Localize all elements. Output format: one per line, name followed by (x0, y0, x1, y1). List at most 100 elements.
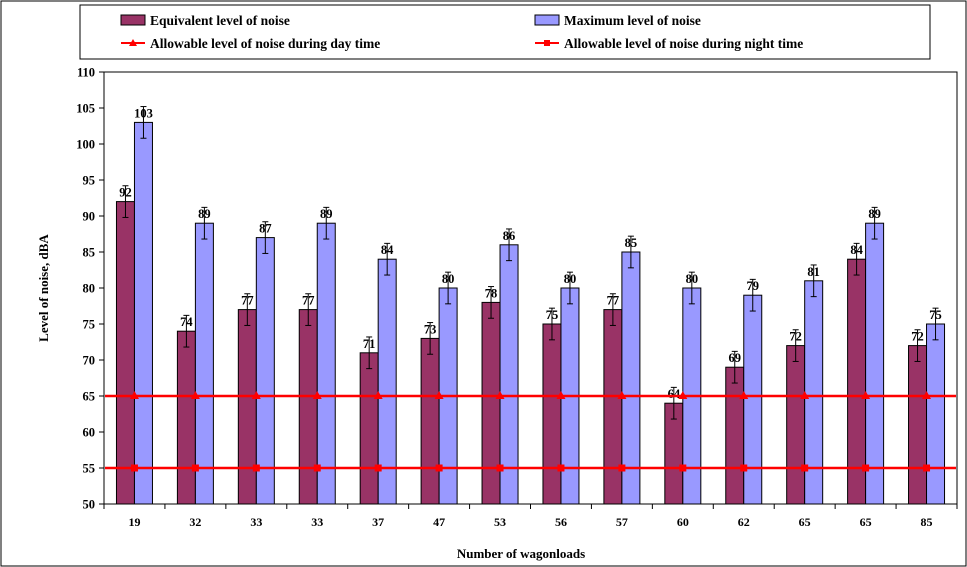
limit-marker-day (861, 391, 871, 399)
data-label-maximum: 84 (381, 243, 394, 257)
legend-marker-night (544, 40, 550, 46)
y-axis-title: Level of noise, dBA (36, 234, 51, 342)
data-label-maximum: 80 (442, 272, 455, 286)
limit-marker-day (190, 391, 200, 399)
limit-marker-night (557, 464, 565, 472)
limit-marker-day (800, 391, 810, 399)
bar-equivalent (176, 330, 196, 505)
data-label-equivalent: 72 (789, 330, 802, 344)
bar-equivalent (298, 309, 318, 505)
legend-box (79, 4, 931, 60)
data-label-equivalent: 73 (424, 322, 437, 336)
limit-marker-night (496, 464, 504, 472)
data-label-maximum: 80 (686, 272, 699, 286)
x-tick-label: 57 (616, 515, 628, 529)
y-tick-label: 100 (76, 138, 95, 152)
y-tick-label: 60 (83, 426, 96, 440)
bar-maximum (743, 294, 763, 505)
bar-maximum (865, 222, 885, 505)
y-tick-label: 110 (77, 66, 95, 80)
data-label-equivalent: 64 (668, 387, 681, 401)
legend-label-day: Allowable level of noise during day time (150, 36, 380, 51)
data-label-maximum: 81 (807, 265, 820, 279)
x-tick-label: 32 (189, 515, 201, 529)
data-label-equivalent: 78 (485, 286, 498, 300)
bar-equivalent (542, 323, 562, 505)
data-label-equivalent: 77 (607, 294, 620, 308)
limit-marker-day (495, 391, 505, 399)
data-label-equivalent: 69 (729, 351, 742, 365)
limit-marker-night (801, 464, 809, 472)
bar-equivalent (786, 345, 806, 505)
x-tick-label: 56 (555, 515, 567, 529)
legend-label-maximum: Maximum level of noise (564, 13, 701, 28)
x-tick-label: 53 (494, 515, 506, 529)
y-tick-label: 65 (83, 390, 96, 404)
limit-marker-day (129, 391, 139, 399)
limit-marker-night (435, 464, 443, 472)
legend-marker-day (129, 39, 137, 46)
limit-marker-night (679, 464, 687, 472)
x-tick-label: 47 (433, 515, 445, 529)
plot-area: 50 55 60 65 70 75 80 85 90 95 100 105 110 92 103 19 74 89… (76, 66, 958, 529)
limit-marker-day (556, 391, 566, 399)
legend-swatch-equivalent (120, 14, 146, 26)
data-label-maximum: 103 (134, 106, 153, 120)
x-tick-label: 60 (677, 515, 689, 529)
y-tick-label: 80 (83, 282, 96, 296)
data-label-maximum: 79 (747, 279, 760, 293)
data-label-equivalent: 74 (180, 315, 193, 329)
x-tick-label: 37 (372, 515, 384, 529)
bar-equivalent (359, 352, 379, 505)
bar-maximum (194, 222, 214, 505)
x-tick-label: 62 (738, 515, 750, 529)
bar-equivalent (603, 309, 623, 505)
data-label-equivalent: 92 (119, 186, 132, 200)
bar-maximum (316, 222, 336, 505)
limit-marker-day (312, 391, 322, 399)
y-tick-label: 95 (83, 174, 96, 188)
data-label-maximum: 89 (320, 207, 333, 221)
data-label-equivalent: 71 (363, 337, 376, 351)
limit-marker-night (191, 464, 199, 472)
bar-maximum (133, 121, 153, 505)
data-label-maximum: 89 (868, 207, 881, 221)
y-tick-label: 90 (83, 210, 96, 224)
data-label-equivalent: 77 (241, 294, 254, 308)
limit-marker-day (739, 391, 749, 399)
limit-marker-night (130, 464, 138, 472)
limit-marker-night (923, 464, 931, 472)
data-label-maximum: 75 (929, 308, 942, 322)
data-label-maximum: 85 (625, 236, 638, 250)
bar-equivalent (725, 366, 745, 505)
y-tick-label: 50 (83, 498, 96, 512)
bar-maximum (255, 237, 275, 505)
data-label-maximum: 87 (259, 222, 272, 236)
limit-marker-night (313, 464, 321, 472)
limit-marker-day (251, 391, 261, 399)
legend-swatch-maximum (534, 14, 560, 26)
x-tick-label: 65 (860, 515, 872, 529)
limit-marker-day (922, 391, 932, 399)
y-tick-label: 105 (76, 102, 95, 116)
y-tick-label: 70 (83, 354, 96, 368)
data-label-equivalent: 77 (302, 294, 315, 308)
x-tick-label: 85 (921, 515, 933, 529)
x-tick-label: 65 (799, 515, 811, 529)
x-tick-label: 33 (311, 515, 323, 529)
limit-marker-night (374, 464, 382, 472)
data-label-maximum: 80 (564, 272, 577, 286)
bar-maximum (926, 323, 946, 505)
bar-equivalent (908, 345, 928, 505)
limit-marker-day (373, 391, 383, 399)
limit-marker-night (618, 464, 626, 472)
bar-equivalent (420, 337, 440, 505)
x-tick-label: 19 (128, 515, 140, 529)
bar-equivalent (481, 301, 501, 505)
limit-marker-day (434, 391, 444, 399)
limit-marker-night (862, 464, 870, 472)
y-tick-label: 55 (83, 462, 96, 476)
data-label-equivalent: 75 (546, 308, 559, 322)
data-label-maximum: 86 (503, 229, 516, 243)
